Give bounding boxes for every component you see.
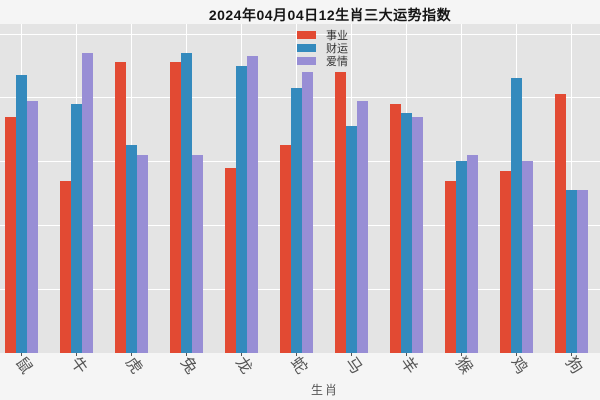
x-tick xyxy=(296,353,298,356)
bar xyxy=(247,55,259,353)
legend-item: 财运 xyxy=(297,41,348,55)
x-tick xyxy=(131,353,133,356)
bar xyxy=(445,180,457,353)
bar xyxy=(346,126,358,353)
bar xyxy=(181,52,193,353)
x-tick xyxy=(21,353,23,356)
bar xyxy=(82,52,94,353)
chart-title: 2024年04月04日12生肖三大运势指数 xyxy=(208,7,452,23)
x-tick xyxy=(186,353,188,356)
x-tick-label: 蛇 xyxy=(286,354,310,378)
x-tick xyxy=(571,353,573,356)
legend-item: 爱情 xyxy=(297,54,348,68)
x-tick-label: 狗 xyxy=(561,354,585,378)
bar xyxy=(357,100,369,353)
x-tick xyxy=(516,353,518,356)
bar xyxy=(115,62,127,353)
x-tick-label: 牛 xyxy=(66,354,90,378)
bar xyxy=(335,71,347,353)
bar xyxy=(225,167,237,353)
x-axis-label: 生肖 xyxy=(310,383,340,397)
x-tick xyxy=(351,353,353,356)
bar xyxy=(555,94,567,353)
x-tick xyxy=(76,353,78,356)
bar xyxy=(5,116,17,353)
legend-swatch xyxy=(297,30,316,39)
x-tick-label: 猴 xyxy=(451,354,475,378)
bar xyxy=(27,100,39,353)
legend-label: 财运 xyxy=(326,42,348,55)
bar xyxy=(522,161,534,353)
bar xyxy=(16,75,28,353)
legend-swatch xyxy=(297,43,316,52)
x-tick-label: 羊 xyxy=(396,354,420,378)
legend-swatch xyxy=(297,56,316,65)
bar xyxy=(280,145,292,353)
bar xyxy=(401,113,413,353)
x-tick-label: 虎 xyxy=(121,354,145,378)
x-tick-label: 龙 xyxy=(231,354,255,378)
bar xyxy=(511,78,523,353)
x-tick xyxy=(241,353,243,356)
bar xyxy=(126,145,138,353)
x-tick xyxy=(461,353,463,356)
x-tick-label: 马 xyxy=(341,354,365,378)
legend: 事业 财运 爱情 xyxy=(297,28,348,68)
bar xyxy=(71,103,83,353)
legend-label: 事业 xyxy=(326,29,348,42)
x-tick-label: 鼠 xyxy=(11,354,35,378)
bar xyxy=(467,154,479,353)
bar xyxy=(412,116,424,353)
bar xyxy=(291,87,303,353)
x-tick-label: 兔 xyxy=(176,354,200,378)
legend-label: 爱情 xyxy=(326,55,348,68)
bar xyxy=(566,190,578,353)
bar xyxy=(500,170,512,353)
bar xyxy=(60,180,72,353)
x-tick-label: 鸡 xyxy=(506,354,530,378)
bar xyxy=(170,62,182,353)
x-tick xyxy=(406,353,408,356)
bar xyxy=(456,161,468,353)
bar xyxy=(390,103,402,353)
bar xyxy=(302,71,314,353)
bar xyxy=(137,154,149,353)
gridline-v xyxy=(571,24,573,353)
bar xyxy=(577,190,589,353)
legend-item: 事业 xyxy=(297,28,348,42)
plot-area xyxy=(0,24,600,353)
bar xyxy=(236,65,248,353)
bar xyxy=(192,154,204,353)
